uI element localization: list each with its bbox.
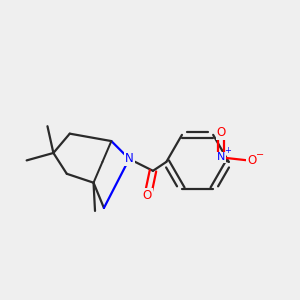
Text: −: − bbox=[256, 150, 264, 160]
Text: N: N bbox=[125, 152, 134, 165]
Text: O: O bbox=[217, 126, 226, 139]
Text: O: O bbox=[142, 189, 152, 202]
Text: O: O bbox=[247, 154, 256, 167]
Text: +: + bbox=[224, 146, 231, 155]
Text: N: N bbox=[217, 152, 226, 162]
